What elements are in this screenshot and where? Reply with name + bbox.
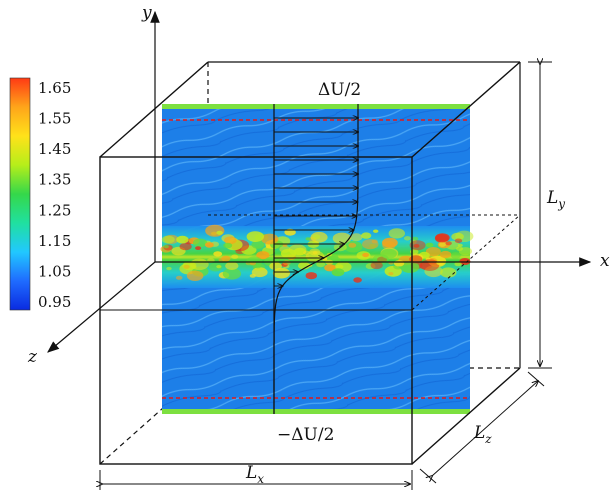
top-edge-band <box>162 104 470 109</box>
dimension-Lx <box>100 470 413 490</box>
colorbar-tick-label: 1.35 <box>38 171 71 189</box>
colorbar-tick-label: 1.45 <box>38 140 71 158</box>
Ly-label: Ly <box>546 188 565 211</box>
bottom-edge-band <box>162 409 470 414</box>
colorbar-tick-label: 1.05 <box>38 262 71 280</box>
colorbar-tick-label: 1.55 <box>38 110 71 128</box>
colorbar: 1.65 1.55 1.45 1.35 1.25 1.15 1.05 0.95 <box>9 77 71 311</box>
Lz-label: Lz <box>473 423 492 446</box>
colorbar-bar <box>9 77 31 311</box>
flow-field-plane <box>160 104 474 414</box>
z-axis <box>47 261 156 353</box>
mixing-band-turbulence <box>160 224 474 283</box>
y-axis-label: y <box>141 3 152 23</box>
colorbar-tick-label: 1.65 <box>38 79 71 97</box>
velocity-profile <box>273 104 358 414</box>
mid-plane-lines <box>100 214 521 311</box>
delta-u-top-label: ΔU/2 <box>318 80 361 100</box>
colorbar-tick-label: 1.25 <box>38 201 71 219</box>
Lx-label: Lx <box>245 463 264 486</box>
colorbar-tick-label: 1.15 <box>38 232 71 250</box>
coordinate-axes <box>47 10 592 353</box>
colorbar-tick-label: 0.95 <box>38 293 71 311</box>
colorbar-ticks: 1.65 1.55 1.45 1.35 1.25 1.15 1.05 0.95 <box>38 79 71 311</box>
x-axis-label: x <box>600 251 610 271</box>
z-axis-label: z <box>27 347 38 367</box>
dimension-Lz <box>419 371 545 484</box>
delta-u-bottom-label: −ΔU/2 <box>277 425 334 445</box>
dimension-Ly <box>528 62 552 369</box>
